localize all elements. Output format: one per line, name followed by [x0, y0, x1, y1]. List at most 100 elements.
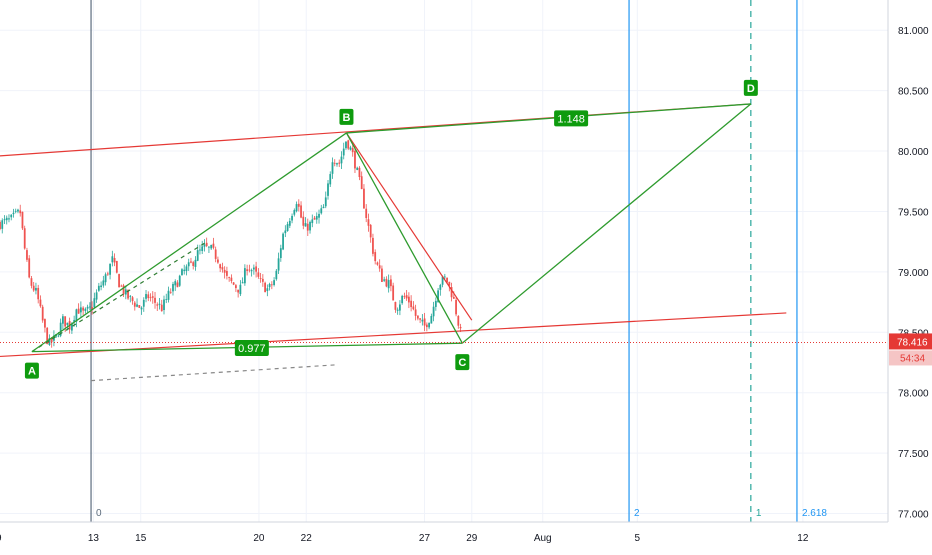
candles [0, 139, 462, 348]
candle-body [416, 315, 419, 319]
candle-body [203, 244, 206, 247]
candle-body [181, 269, 183, 276]
pattern-labels[interactable]: A B C D 0.977 1.148 [24, 79, 758, 379]
candle-body [133, 302, 136, 307]
price-tick-label: 80.000 [898, 147, 929, 158]
point-label[interactable]: B [342, 112, 350, 124]
candle-body [210, 245, 213, 249]
candle-body [167, 290, 170, 300]
candle-body [273, 280, 275, 286]
candle-body [62, 316, 64, 324]
candle-body [140, 307, 143, 310]
candle-body [174, 281, 177, 286]
candle-body [113, 258, 116, 263]
candle-body [221, 267, 224, 270]
candle-body [127, 289, 129, 299]
candle-body [448, 281, 451, 286]
candle-body [459, 326, 462, 329]
candle-body [219, 264, 222, 269]
right-axis-background [888, 0, 932, 522]
candle-body [356, 167, 359, 170]
candle-body [403, 296, 406, 298]
ratio-label[interactable]: 1.148 [557, 113, 585, 125]
vertical-lines[interactable]: 0 2 1 2.618 [90, 0, 827, 522]
candle-body [365, 208, 368, 218]
candle-body [142, 299, 145, 307]
ratio-label-bg[interactable] [234, 340, 269, 356]
candle-body [75, 309, 78, 322]
candle-body [300, 205, 302, 218]
candle-body [165, 299, 168, 300]
candle-body [396, 309, 399, 311]
candle-body [228, 277, 231, 278]
ratio-label[interactable]: 0.977 [238, 343, 266, 355]
point-label[interactable]: C [458, 357, 466, 369]
candle-body [122, 285, 125, 295]
point-label-bg[interactable] [455, 354, 470, 371]
candle-body [185, 266, 188, 272]
candle-body [414, 309, 417, 316]
candle-body [138, 305, 141, 308]
candle-body [205, 242, 208, 246]
point-label[interactable]: A [28, 366, 36, 378]
candle-body [293, 210, 296, 215]
candle-body [95, 292, 98, 300]
candle-body [208, 246, 210, 248]
candle-body [17, 209, 19, 212]
candle-body [432, 306, 435, 317]
trendline-dashed-gray[interactable] [91, 364, 335, 382]
candle-body [39, 299, 42, 307]
candle-body [86, 306, 89, 309]
price-tick-label: 77.500 [898, 449, 929, 460]
candle-body [291, 215, 293, 221]
trendline-dashed-green[interactable] [31, 241, 208, 353]
candle-body [338, 162, 341, 164]
candle-body [261, 278, 264, 282]
pattern-leg-AB[interactable] [31, 132, 347, 353]
candle-body [351, 148, 354, 153]
time-tick-label: 22 [301, 533, 313, 544]
time-axis[interactable]: 9 13 15 20 22 27 29 Aug 5 12 [0, 533, 809, 544]
candle-body [345, 141, 347, 149]
ratio-label-bg[interactable] [554, 110, 589, 127]
plot-background [0, 0, 888, 522]
candle-body [358, 167, 361, 178]
point-label-bg[interactable] [24, 362, 39, 379]
pattern-leg-CD[interactable] [461, 103, 752, 344]
candle-body [234, 285, 237, 289]
trendline-bc-channel[interactable] [345, 132, 473, 321]
point-label[interactable]: D [747, 83, 755, 95]
candle-body [295, 204, 298, 212]
pattern-leg-BC[interactable] [345, 132, 463, 344]
candle-body [439, 284, 442, 290]
price-tick-label: 77.000 [898, 510, 929, 521]
candle-body [383, 279, 386, 281]
candle-body [154, 297, 156, 303]
candle-body [30, 278, 33, 286]
candle-body [163, 299, 165, 311]
pattern-leg-BD[interactable] [346, 103, 751, 134]
candle-body [268, 284, 271, 288]
point-label-bg[interactable] [743, 79, 758, 96]
time-tick-label: 5 [635, 533, 641, 544]
candle-body [3, 219, 6, 221]
time-tick-label: 13 [88, 533, 100, 544]
candle-body [241, 282, 244, 284]
candle-body [455, 299, 457, 315]
point-label-bg[interactable] [339, 108, 354, 125]
candle-body [160, 304, 163, 312]
candle-body [109, 263, 111, 275]
time-tick-label: 29 [466, 533, 478, 544]
candle-body [363, 188, 365, 209]
price-tick-label: 81.000 [898, 26, 929, 37]
candle-body [232, 282, 235, 285]
candle-body [223, 269, 226, 273]
candle-body [374, 252, 377, 262]
candle-body [199, 249, 201, 251]
candle-body [297, 203, 300, 207]
candle-body [212, 243, 215, 248]
candle-body [329, 174, 332, 185]
countdown-bg [889, 350, 932, 366]
